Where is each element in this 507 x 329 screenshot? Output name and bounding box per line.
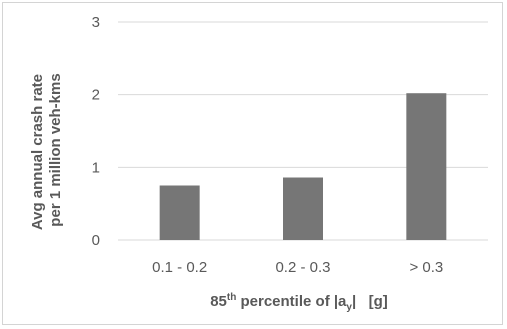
x-axis-title-subscript: y (346, 302, 352, 313)
bar-1 (159, 185, 200, 240)
bar-3 (406, 93, 447, 240)
x-tick-labels: 0.1 - 0.2 0.2 - 0.3 > 0.3 (152, 259, 443, 276)
x-tick-label: > 0.3 (409, 259, 443, 276)
y-axis-title-line2: per 1 million veh-kms (47, 73, 64, 226)
y-tick-label: 2 (92, 87, 100, 104)
x-tick-label: 0.2 - 0.3 (275, 259, 330, 276)
bars (159, 93, 447, 240)
bar-2 (283, 177, 323, 240)
y-tick-label: 1 (92, 159, 100, 176)
x-axis-title-prefix: 85 (210, 293, 227, 310)
y-tick-label: 0 (92, 232, 100, 249)
x-tick-label: 0.1 - 0.2 (152, 259, 207, 276)
y-tick-labels: 0 1 2 3 (92, 14, 100, 249)
y-axis-title: Avg annual crash rate per 1 million veh-… (29, 70, 64, 230)
x-axis-title-middle: percentile of |a (236, 293, 347, 310)
y-axis-title-line1: Avg annual crash rate (29, 74, 46, 230)
x-axis-title-suffix: | [g] (352, 293, 388, 310)
x-axis-title: 85th percentile of |ay| [g] (210, 292, 388, 313)
x-axis-title-superscript: th (227, 292, 236, 303)
y-tick-label: 3 (92, 14, 100, 31)
